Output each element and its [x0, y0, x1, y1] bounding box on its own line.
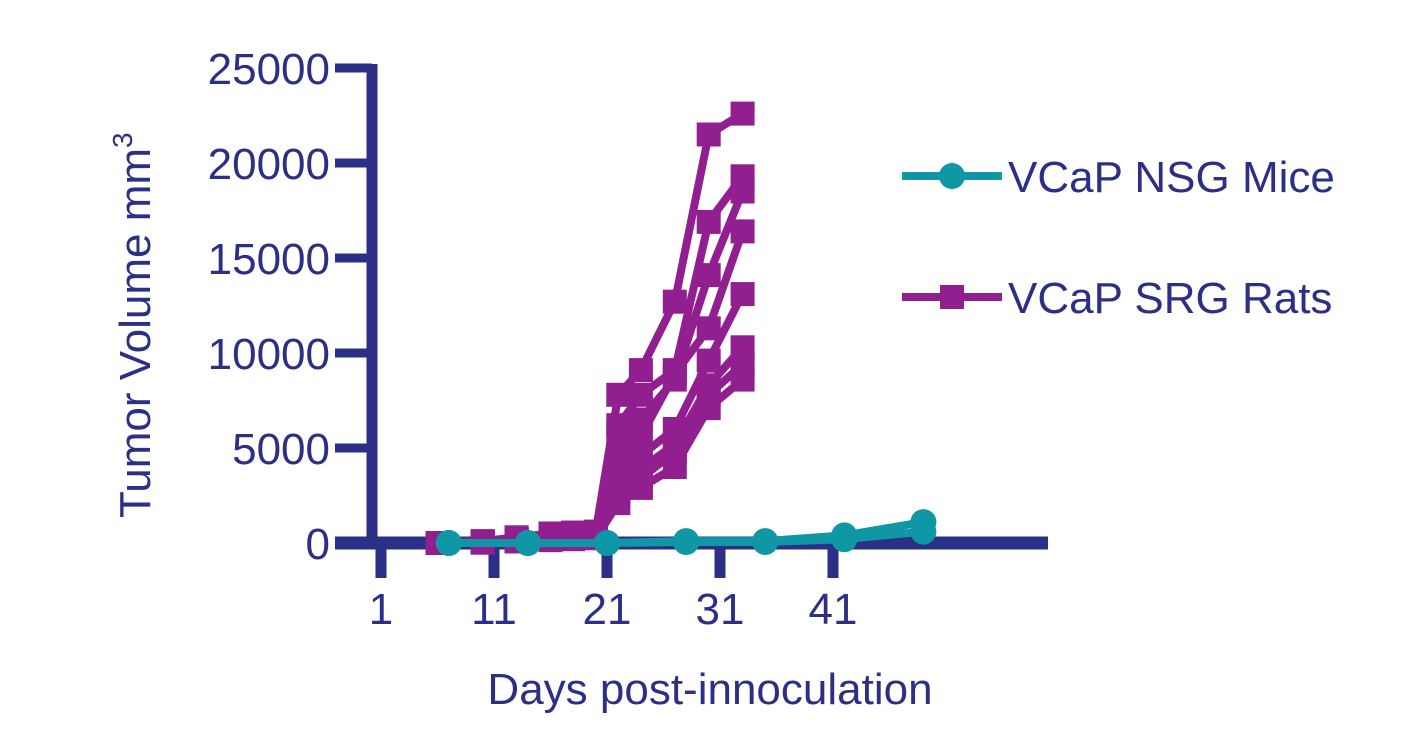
x-tick-label: 1	[369, 585, 393, 634]
data-point	[673, 529, 700, 556]
data-point	[730, 219, 755, 244]
legend-label: VCaP NSG Mice	[1008, 153, 1335, 202]
rats-series	[425, 101, 755, 555]
data-point	[606, 382, 631, 407]
legend-marker	[939, 163, 965, 189]
data-point	[730, 179, 755, 204]
y-axis-title-superscript: 3	[107, 132, 138, 148]
data-point	[628, 358, 653, 383]
data-point	[628, 382, 653, 407]
y-tick-label: 0	[306, 520, 330, 569]
data-point	[696, 263, 721, 288]
x-tick-label: 11	[471, 585, 517, 634]
data-point	[910, 518, 937, 545]
data-point	[628, 466, 653, 491]
legend-marker	[940, 285, 964, 309]
data-point	[606, 491, 631, 516]
data-point	[831, 526, 858, 553]
data-point	[752, 529, 779, 556]
x-tick-label: 21	[583, 585, 632, 634]
y-axis-title-main: Tumor Volume mm	[111, 148, 160, 518]
x-axis-title: Days post-innoculation	[487, 665, 932, 714]
data-point	[730, 282, 755, 307]
legend-label: VCaP SRG Rats	[1008, 274, 1332, 323]
y-tick-label: 10000	[208, 330, 330, 379]
y-tick-label: 25000	[208, 45, 330, 94]
data-point	[514, 530, 541, 556]
data-point	[696, 348, 721, 373]
y-tick-label: 20000	[208, 140, 330, 189]
data-point	[606, 420, 631, 445]
data-point	[730, 352, 755, 377]
y-axis-title: Tumor Volume mm3	[107, 132, 160, 518]
data-point	[662, 289, 687, 314]
y-tick-label: 5000	[232, 425, 330, 474]
data-point	[662, 439, 687, 464]
data-point	[662, 361, 687, 386]
x-tick-label: 41	[809, 585, 858, 634]
mice-series	[435, 509, 937, 556]
x-tick-label: 31	[696, 585, 745, 634]
data-point	[696, 122, 721, 147]
data-point	[696, 382, 721, 407]
data-point	[696, 316, 721, 341]
legend: VCaP NSG Mice VCaP SRG Rats	[902, 153, 1335, 323]
data-point	[696, 209, 721, 234]
data-point	[594, 530, 620, 556]
data-point	[730, 101, 755, 126]
data-point	[435, 530, 462, 556]
y-tick-label: 15000	[208, 235, 330, 284]
